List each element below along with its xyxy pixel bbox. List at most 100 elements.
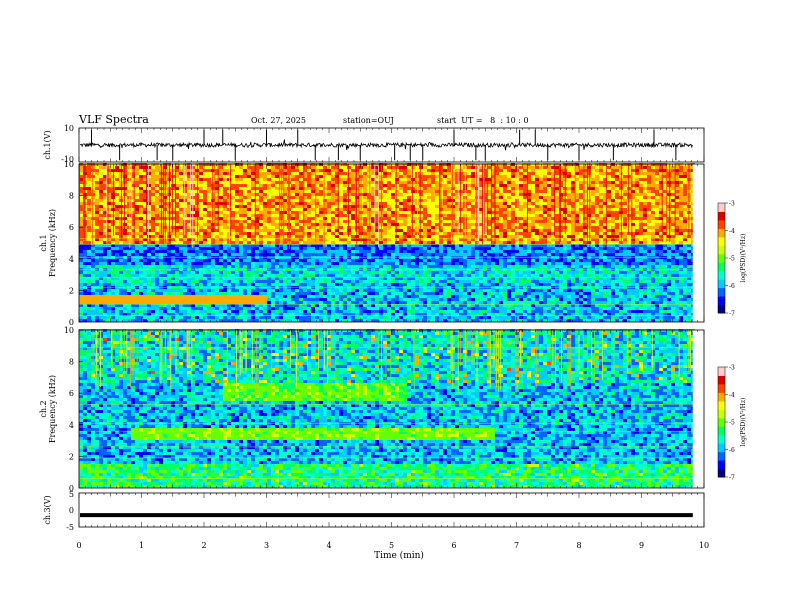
- spectrogram-cell: [247, 190, 251, 193]
- spectrogram-cell: [299, 187, 303, 190]
- spectrogram-cell: [235, 208, 239, 211]
- spectrogram-cell: [99, 283, 103, 286]
- spectrogram-cell: [431, 187, 435, 190]
- spectrogram-cell: [175, 199, 179, 202]
- spectrogram-cell: [91, 283, 95, 286]
- spectrogram-cell: [279, 181, 283, 184]
- spectrogram-cell: [239, 166, 243, 169]
- spectrogram-cell: [179, 304, 183, 307]
- spectrogram-cell: [143, 259, 147, 262]
- spectrogram-cell: [447, 196, 451, 199]
- spectrogram-cell: [367, 223, 371, 226]
- spectrogram-cell: [151, 301, 155, 304]
- spectrogram-cell: [395, 220, 399, 223]
- spectrogram-cell: [151, 202, 155, 205]
- spectrogram-cell: [363, 229, 367, 232]
- spectrogram-cell: [359, 277, 363, 280]
- spectrogram-cell: [115, 316, 119, 319]
- spectrogram-cell: [235, 292, 239, 295]
- spectrogram-cell: [403, 280, 407, 283]
- spectrogram-cell: [415, 301, 419, 304]
- spectrogram-cell: [415, 277, 419, 280]
- spectrogram-cell: [143, 307, 147, 310]
- spectrogram-cell: [395, 193, 399, 196]
- spectrogram-cell: [415, 244, 419, 247]
- spectrogram-cell: [195, 193, 199, 196]
- spectrogram-cell: [359, 316, 363, 319]
- spectrogram-cell: [407, 265, 411, 268]
- spectrogram-cell: [423, 271, 427, 274]
- spectrogram-cell: [339, 289, 343, 292]
- spectrogram-cell: [311, 175, 315, 178]
- spectrogram-cell: [267, 178, 271, 181]
- spectrogram-cell: [239, 184, 243, 187]
- spectrogram-cell: [403, 187, 407, 190]
- spectrogram-cell: [207, 253, 211, 256]
- spectrogram-cell: [247, 202, 251, 205]
- spectrogram-cell: [183, 247, 187, 250]
- spectrogram-cell: [311, 265, 315, 268]
- spectrogram-cell: [371, 271, 375, 274]
- spectrogram-cell: [151, 211, 155, 214]
- spectrogram-cell: [327, 289, 331, 292]
- spectrogram-cell: [375, 220, 379, 223]
- spectrogram-cell: [275, 229, 279, 232]
- spectrogram-cell: [79, 262, 83, 265]
- spectrogram-cell: [427, 265, 431, 268]
- spectrogram-cell: [395, 181, 399, 184]
- spectrogram-cell: [263, 235, 267, 238]
- spectrogram-cell: [335, 175, 339, 178]
- spectrogram-cell: [207, 217, 211, 220]
- spectrogram-cell: [79, 196, 83, 199]
- spectrogram-cell: [143, 232, 147, 235]
- spectrogram-cell: [179, 217, 183, 220]
- spectrogram-cell: [299, 253, 303, 256]
- spectrogram-cell: [219, 283, 223, 286]
- spectrogram-cell: [207, 247, 211, 250]
- spectrogram-cell: [223, 169, 227, 172]
- spectrogram-cell: [399, 175, 403, 178]
- spectrogram-cell: [299, 181, 303, 184]
- spectrogram-cell: [239, 283, 243, 286]
- spectrogram-cell: [195, 307, 199, 310]
- spectrogram-cell: [143, 262, 147, 265]
- spectrogram-cell: [143, 247, 147, 250]
- spectrogram-cell: [271, 310, 275, 313]
- spectrogram-cell: [127, 178, 131, 181]
- spectrogram-cell: [351, 274, 355, 277]
- spectrogram-cell: [155, 166, 159, 169]
- spectrogram-cell: [315, 166, 319, 169]
- spectrogram-cell: [387, 202, 391, 205]
- spectrogram-cell: [107, 232, 111, 235]
- spectrogram-cell: [295, 232, 299, 235]
- spectrogram-cell: [443, 310, 447, 313]
- spectrogram-cell: [267, 163, 271, 166]
- spectrogram-cell: [343, 208, 347, 211]
- spectrogram-cell: [247, 247, 251, 250]
- spectrogram-cell: [87, 175, 91, 178]
- spectrogram-cell: [339, 235, 343, 238]
- spectrogram-cell: [203, 172, 207, 175]
- spectrogram-cell: [203, 307, 207, 310]
- spectrogram-cell: [259, 289, 263, 292]
- spectrogram-cell: [231, 307, 235, 310]
- spectrogram-cell: [331, 268, 335, 271]
- spectrogram-cell: [299, 196, 303, 199]
- spectrogram-cell: [103, 202, 107, 205]
- spectrogram-cell: [291, 295, 295, 298]
- spectrogram-cell: [331, 211, 335, 214]
- spectrogram-cell: [155, 277, 159, 280]
- spectrogram-cell: [231, 196, 235, 199]
- spectrogram-cell: [99, 178, 103, 181]
- spectrogram-cell: [235, 277, 239, 280]
- spectrogram-cell: [103, 172, 107, 175]
- spectrogram-cell: [119, 187, 123, 190]
- spectrogram-cell: [451, 274, 455, 277]
- spectrogram-cell: [111, 280, 115, 283]
- spectrogram-cell: [303, 307, 307, 310]
- spectrogram-cell: [215, 301, 219, 304]
- spectrogram-cell: [143, 226, 147, 229]
- spectrogram-cell: [379, 310, 383, 313]
- spectrogram-cell: [251, 271, 255, 274]
- spectrogram-cell: [287, 262, 291, 265]
